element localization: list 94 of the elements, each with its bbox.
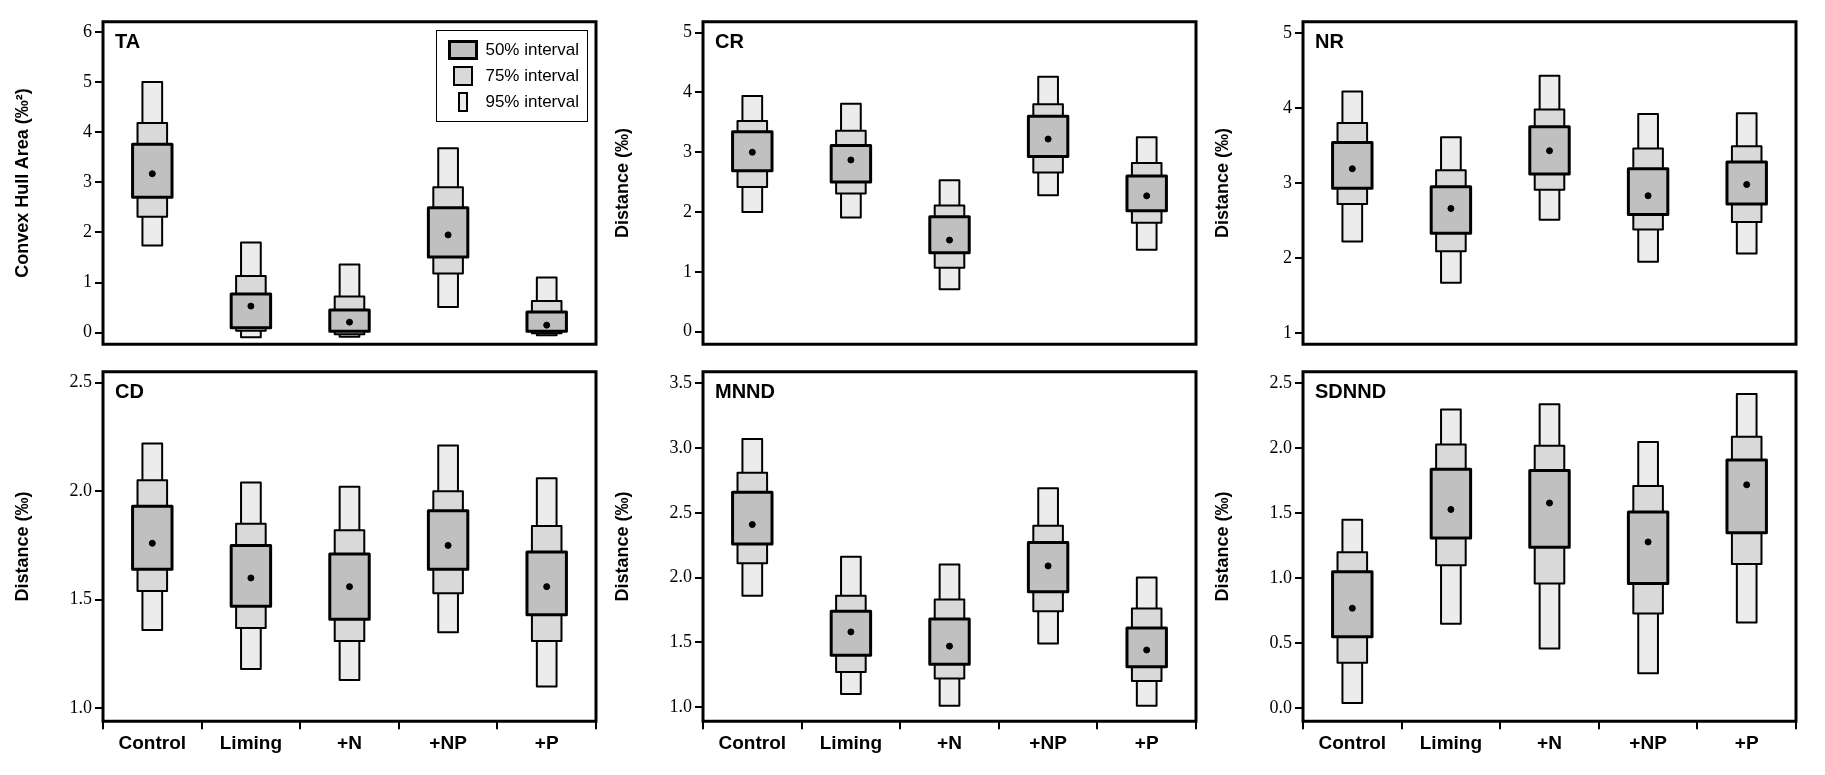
y-axis-title: Distance (‰) xyxy=(11,491,32,602)
point xyxy=(1143,192,1151,200)
y-tick-label: 1.5 xyxy=(1269,502,1292,523)
x-tick-label: +NP xyxy=(429,731,468,753)
y-tick-label: 6 xyxy=(83,20,92,41)
point xyxy=(1546,499,1553,507)
chart-title: CR xyxy=(715,29,744,53)
x-tick-label: Control xyxy=(718,731,787,753)
point xyxy=(1743,181,1751,188)
point xyxy=(444,541,452,549)
y-axis-title: Distance (‰) xyxy=(611,127,632,239)
chart-title: SDNND xyxy=(1315,379,1387,403)
y-tick-label: 2.0 xyxy=(1269,437,1292,458)
y-tick-label: 5 xyxy=(1283,21,1292,42)
point xyxy=(444,231,452,239)
point xyxy=(946,236,953,244)
x-tick-label: Liming xyxy=(819,731,883,753)
point xyxy=(847,628,855,636)
x-tick-label: +NP xyxy=(1629,731,1668,753)
y-tick-label: 3 xyxy=(1283,171,1292,192)
y-tick-label: 0 xyxy=(683,320,692,341)
y-tick-label: 1.0 xyxy=(1269,567,1292,588)
y-tick-label: 5 xyxy=(83,70,92,91)
y-tick-label: 2.0 xyxy=(69,479,92,500)
y-tick-label: 0 xyxy=(83,321,92,342)
x-tick-label: +N xyxy=(937,731,962,753)
legend-label: 50% interval xyxy=(485,39,579,60)
point xyxy=(748,148,756,156)
point xyxy=(148,170,156,178)
x-tick-label: +P xyxy=(534,731,559,753)
y-tick-label: 1 xyxy=(1283,321,1292,342)
point xyxy=(346,583,353,591)
x-tick-label: +N xyxy=(1537,731,1562,753)
point xyxy=(543,321,551,329)
y-tick-label: 3 xyxy=(83,170,92,191)
y-tick-label: 5 xyxy=(683,21,692,42)
y-tick-label: 2.0 xyxy=(669,566,692,587)
y-axis-title: Distance (‰) xyxy=(1211,127,1232,239)
point xyxy=(1044,135,1052,143)
x-tick-label: Liming xyxy=(1419,731,1483,753)
y-tick-label: 2.5 xyxy=(1269,372,1292,393)
y-tick-label: 2 xyxy=(83,221,92,242)
y-tick-label: 0.0 xyxy=(1269,696,1292,717)
y-tick-label: 1.5 xyxy=(69,588,92,609)
chart-title: MNND xyxy=(715,379,775,403)
point xyxy=(946,642,953,650)
point xyxy=(148,539,156,547)
point xyxy=(1143,646,1151,654)
point xyxy=(247,574,255,582)
point xyxy=(1348,165,1356,173)
x-tick-label: +P xyxy=(1134,731,1159,753)
x-tick-label: +P xyxy=(1734,731,1759,753)
y-tick-label: 4 xyxy=(683,81,692,102)
point xyxy=(346,318,353,326)
y-tick-label: 3.0 xyxy=(669,436,692,457)
y-tick-label: 3 xyxy=(683,140,692,161)
y-axis-title: Convex Hull Area (‰²) xyxy=(11,88,32,278)
point xyxy=(748,521,756,528)
y-tick-label: 3.5 xyxy=(669,372,692,393)
x-tick-label: +N xyxy=(337,731,362,753)
x-tick-label: +NP xyxy=(1029,731,1068,753)
x-tick-label: Liming xyxy=(219,731,283,753)
y-tick-label: 0.5 xyxy=(1269,632,1292,652)
y-axis-title: Distance (‰) xyxy=(611,491,632,602)
chart-title: CD xyxy=(115,379,144,403)
x-tick-label: Control xyxy=(1318,731,1387,753)
y-tick-label: 1.5 xyxy=(669,631,692,651)
legend-label: 95% interval xyxy=(485,91,579,112)
y-axis-title: Distance (‰) xyxy=(1211,491,1232,602)
y-tick-label: 4 xyxy=(1283,96,1292,117)
y-tick-label: 1 xyxy=(683,260,692,281)
point xyxy=(1044,562,1052,570)
y-tick-label: 2 xyxy=(683,200,692,221)
point xyxy=(1743,481,1751,489)
point xyxy=(1644,192,1652,200)
y-tick-label: 1 xyxy=(83,271,92,292)
point xyxy=(543,583,551,591)
legend-label: 75% interval xyxy=(485,65,579,86)
point xyxy=(1546,147,1553,155)
point xyxy=(847,156,855,164)
y-tick-label: 2 xyxy=(1283,246,1292,267)
point xyxy=(1348,604,1356,612)
x-tick-label: Control xyxy=(118,731,187,753)
point xyxy=(1644,538,1652,546)
y-tick-label: 4 xyxy=(83,120,92,141)
y-tick-label: 2.5 xyxy=(669,501,692,522)
y-tick-label: 1.0 xyxy=(69,696,92,717)
y-tick-label: 1.0 xyxy=(669,695,692,716)
point xyxy=(1447,204,1455,212)
point xyxy=(1447,505,1455,513)
chart-title: TA xyxy=(115,29,141,53)
point xyxy=(247,302,255,310)
chart-title: NR xyxy=(1315,29,1344,53)
y-tick-label: 2.5 xyxy=(69,371,92,392)
